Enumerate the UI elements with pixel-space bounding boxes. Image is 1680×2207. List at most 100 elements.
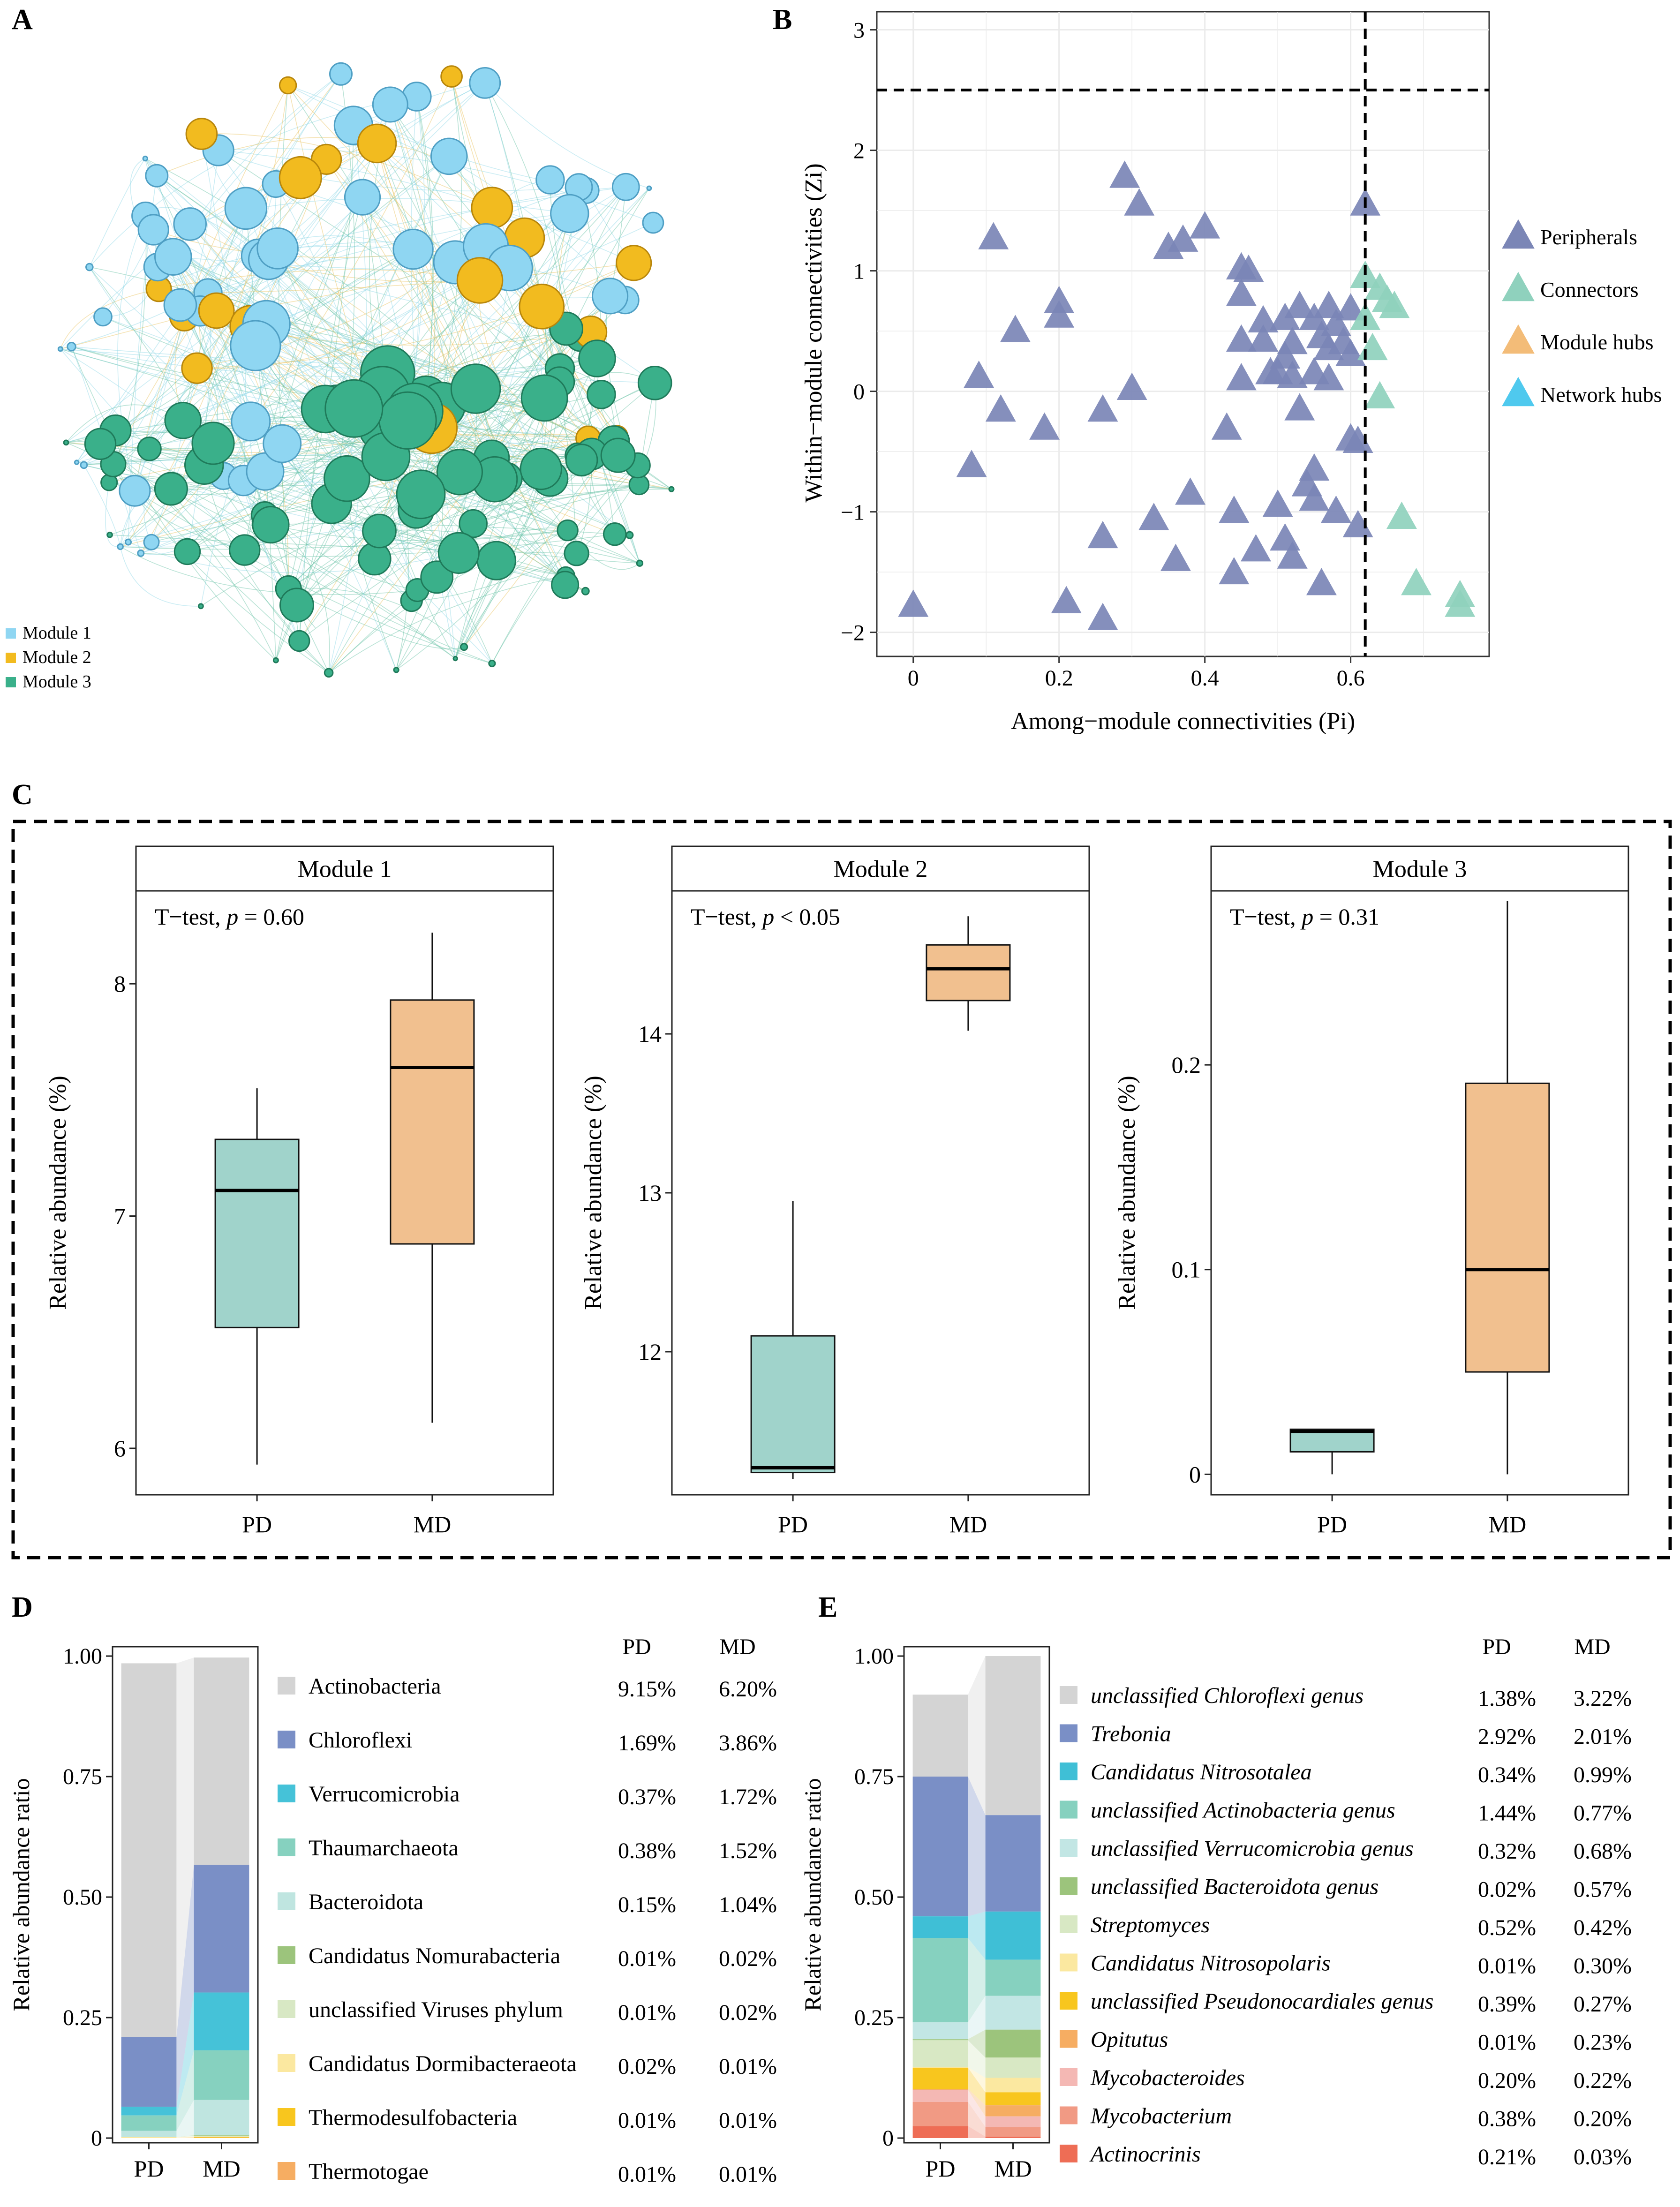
network-edge — [377, 143, 495, 480]
network-edge — [379, 529, 640, 564]
network-node-module-2 — [279, 156, 322, 199]
zi-pi-point-peripherals — [1277, 327, 1308, 354]
legend-swatch — [1060, 1724, 1077, 1742]
legend-label: Verrucomicrobia — [309, 1782, 460, 1807]
legend-label: Opitutus — [1091, 2027, 1168, 2052]
network-edge — [151, 207, 492, 542]
bar-segment-md — [985, 1656, 1041, 1815]
network-edge — [83, 465, 121, 547]
value-md: 0.01% — [719, 2162, 777, 2187]
zi-pi-point-peripherals — [1175, 477, 1206, 505]
network-node-module-3 — [63, 439, 69, 446]
column-header-pd: PD — [1482, 1635, 1511, 1659]
network-node-module-3 — [229, 534, 261, 566]
value-md: 1.04% — [719, 1892, 777, 1917]
legend-label-connectors: Connectors — [1540, 278, 1639, 301]
network-node-module-3 — [600, 437, 636, 473]
network-node-module-3 — [272, 657, 279, 663]
x-tick-label: MD — [414, 1511, 452, 1537]
zi-pi-point-peripherals — [964, 361, 994, 388]
box-pd — [750, 1335, 836, 1474]
y-tick-label: 8 — [114, 971, 126, 997]
network-node-module-3 — [420, 560, 454, 594]
y-tick-label: 0.75 — [854, 1764, 894, 1789]
network-edge — [71, 346, 276, 661]
network-node-module-3 — [636, 559, 644, 567]
zi-pi-x-axis-title: Among−module connectivities (Pi) — [1011, 708, 1355, 735]
zi-pi-point-peripherals — [1226, 279, 1257, 306]
network-edge — [250, 83, 485, 327]
network-edge — [258, 256, 347, 479]
network-node-module-3 — [252, 506, 290, 544]
legend-label: Candidatus Dormibacteraeota — [309, 2051, 577, 2076]
value-pd: 0.20% — [1478, 2068, 1536, 2093]
network-node-module-3 — [460, 643, 468, 651]
network-edge — [362, 197, 476, 389]
network-node-module-1 — [224, 187, 268, 230]
zi-pi-point-peripherals — [1116, 372, 1147, 400]
zi-pi-point-peripherals — [1044, 300, 1075, 328]
boxplot-module-3: Module 3 0 0.1 0.2 PD MD T−test, p = 0.31 Relat… — [1114, 845, 1629, 1537]
network-edge — [288, 398, 545, 589]
network-node-module-3 — [324, 455, 370, 502]
network-edge — [524, 238, 549, 469]
y-tick-label: 14 — [638, 1021, 662, 1047]
legend-swatch — [1060, 1877, 1077, 1895]
network-node-module-3 — [587, 380, 616, 409]
flow-band — [176, 2136, 194, 2138]
network-edge — [463, 382, 560, 648]
network-edge — [100, 444, 640, 564]
y-tick-label: 0 — [882, 2126, 894, 2151]
value-pd: 1.38% — [1478, 1686, 1536, 1711]
network-node-module-3 — [288, 630, 310, 652]
x-tick-label: 0.2 — [1045, 666, 1073, 691]
bar-segment-md — [985, 2029, 1041, 2058]
zi-pi-point-peripherals — [1335, 293, 1366, 321]
network-node-module-1 — [137, 549, 145, 557]
network-edge — [296, 328, 567, 606]
network-node-module-2 — [616, 245, 652, 281]
y-tick-label: 12 — [638, 1339, 662, 1365]
value-md: 0.20% — [1574, 2107, 1632, 2132]
bar-segment-md — [194, 1865, 249, 1993]
zi-pi-point-peripherals — [1226, 324, 1257, 352]
legend-label-peripherals: Peripherals — [1540, 225, 1637, 249]
network-edge — [374, 484, 640, 559]
network-node-module-3 — [437, 532, 480, 574]
bar-segment-pd — [121, 2137, 177, 2138]
legend-label: unclassified Pseudonocardiales genus — [1091, 1989, 1433, 2014]
zi-pi-point-peripherals — [1306, 568, 1337, 595]
network-node-module-3 — [396, 469, 446, 520]
plot-frame — [1210, 890, 1629, 1496]
bar-segment-pd — [912, 1938, 968, 2023]
y-axis-title: Relative abundance (%) — [580, 1076, 607, 1310]
network-node-module-3 — [476, 541, 516, 580]
network-node-module-1 — [74, 459, 80, 465]
zi-pi-point-peripherals — [1219, 557, 1250, 585]
value-pd: 0.01% — [618, 2000, 676, 2025]
network-edge — [288, 588, 465, 648]
value-pd: 0.39% — [1478, 1992, 1536, 2017]
network-node-module-3 — [362, 513, 397, 549]
zi-pi-point-connectors — [1445, 589, 1476, 617]
y-axis-title: Relative abundance ratio — [8, 1778, 34, 2011]
box-md — [1465, 1082, 1550, 1373]
network-node-module-1 — [329, 62, 353, 86]
network-node-module-1 — [125, 538, 132, 546]
network-edge — [117, 215, 146, 491]
value-md: 2.01% — [1574, 1725, 1632, 1749]
network-edge — [173, 256, 578, 456]
zi-pi-scatter-panel: −2 −1 0 1 2 3 0 0.2 0.4 0.6 Among−module connecti… — [800, 11, 1662, 735]
bar-segment-md — [985, 1911, 1041, 1960]
network-node-module-3 — [637, 366, 672, 400]
zi-pi-points — [898, 160, 1476, 630]
value-pd: 0.01% — [618, 1946, 676, 1971]
network-edge — [66, 83, 485, 443]
network-edge — [140, 76, 452, 554]
network-node-module-3 — [564, 541, 589, 566]
legend-swatch-module-3 — [6, 677, 16, 687]
panel-c-dashed-frame — [11, 820, 1672, 1559]
x-tick-label: MD — [949, 1511, 987, 1537]
bar-segment-md — [985, 2057, 1041, 2078]
network-node-module-2 — [456, 257, 504, 304]
